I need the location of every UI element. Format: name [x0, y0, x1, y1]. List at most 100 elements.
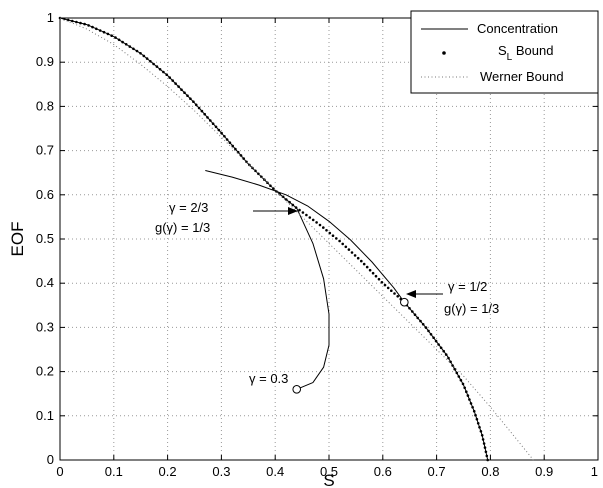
series-s-l-bound-point	[449, 360, 452, 364]
series-s-l-bound-point	[396, 295, 400, 298]
series-s-l-bound-point	[434, 339, 438, 343]
series-s-l-bound-point	[209, 119, 212, 122]
series-s-l-bound-point	[344, 245, 348, 249]
series-s-l-bound-point	[285, 198, 288, 201]
series-s-l-bound-point	[374, 274, 378, 278]
series-s-l-bound-point	[483, 446, 487, 449]
legend-sl-sub: L	[507, 52, 513, 63]
series-s-l-bound-point	[145, 57, 149, 60]
x-tick-label: 1	[591, 464, 598, 479]
series-s-l-bound-point	[350, 251, 354, 254]
series-s-l-bound-point	[325, 229, 328, 232]
series-s-l-bound-point	[451, 364, 454, 367]
legend-label-sl-bound: SL Bound	[498, 43, 553, 63]
series-werner-bound-line-3	[59, 17, 534, 461]
series-s-l-bound-point	[485, 454, 489, 458]
series-s-l-bound-point	[427, 329, 430, 333]
series-s-l-bound-point	[75, 20, 78, 24]
series-s-l-bound-point	[180, 88, 183, 91]
legend-sl-main: S	[498, 43, 507, 58]
x-tick-label: 0.6	[374, 464, 392, 479]
series-s-l-bound-point	[139, 52, 142, 55]
series-s-l-bound-point	[322, 226, 325, 229]
series-s-l-bound-point	[331, 234, 335, 237]
series-s-l-bound-point	[132, 47, 135, 51]
annotation-gamma-two-thirds: γ = 2/3	[169, 200, 208, 215]
annotations: γ = 2/3 g(γ) = 1/3 γ = 1/2 g(γ) = 1/3 γ …	[155, 200, 499, 386]
y-tick-label: 0.8	[36, 98, 54, 113]
y-tick-label: 0.3	[36, 319, 54, 334]
x-tick-label: 0.4	[266, 464, 284, 479]
x-tick-label: 0.1	[105, 464, 123, 479]
marker-circle	[292, 384, 302, 394]
legend-label-concentration: Concentration	[477, 21, 558, 36]
x-tick-label: 0.5	[320, 464, 338, 479]
series-s-l-bound-point	[437, 343, 440, 346]
series-s-l-bound-point	[158, 68, 162, 71]
series-s-l-bound-point	[484, 450, 488, 454]
series-s-l-bound-point	[308, 216, 312, 219]
series-s-l-bound-point	[455, 371, 459, 375]
series-s-l-bound-point	[102, 30, 106, 34]
annotation-g-one-third-right: g(γ) = 1/3	[444, 301, 499, 316]
series-s-l-bound-point	[149, 60, 152, 63]
series-s-l-bound-point	[480, 434, 484, 437]
series-s-l-bound-point	[383, 283, 387, 287]
series-s-l-bound-point	[459, 378, 463, 382]
series-s-l-bound-point	[225, 138, 229, 141]
series-s-l-bound-point	[165, 73, 168, 76]
marker-layer	[292, 297, 409, 394]
series-s-l-bound-point	[472, 409, 476, 413]
series-s-l-bound	[58, 16, 490, 462]
series-s-l-bound-point	[62, 17, 66, 21]
series-s-l-bound-point	[328, 231, 332, 235]
series-s-l-bound-point	[298, 208, 301, 212]
series-s-l-bound-point	[311, 218, 315, 222]
series-s-l-bound-point	[87, 24, 90, 27]
x-tick-label: 0.8	[481, 464, 499, 479]
x-tick-label: 0.9	[535, 464, 553, 479]
series-s-l-bound-point	[463, 386, 467, 390]
series-s-l-bound-point	[124, 43, 128, 46]
y-tick-label: 0.7	[36, 143, 54, 158]
series-s-l-bound-point	[386, 286, 390, 290]
series-s-l-bound-point	[390, 289, 393, 293]
series-s-l-bound-point	[291, 203, 295, 207]
y-tick-label: 0	[47, 452, 54, 467]
legend-label-werner: Werner Bound	[480, 69, 564, 84]
y-axis-label: EOF	[8, 222, 27, 257]
series-s-l-bound-point	[469, 402, 473, 405]
series-s-l-bound-point	[432, 336, 435, 340]
series-s-l-bound-point	[411, 310, 414, 313]
series-s-l-bound-point	[471, 406, 474, 409]
legend-sl-rest: Bound	[512, 43, 553, 58]
series-s-l-bound-point	[442, 349, 446, 353]
series-s-l-bound-point	[288, 200, 291, 204]
series-s-l-bound-point	[318, 223, 322, 227]
series-s-l-bound-point	[79, 21, 82, 25]
series-s-l-bound-point	[266, 181, 269, 184]
series-s-l-bound-point	[461, 382, 465, 386]
series-s-l-bound-point	[106, 32, 110, 36]
series-s-l-bound-point	[110, 34, 113, 37]
series-s-l-bound-point	[278, 192, 282, 196]
series-s-l-bound-point	[135, 49, 139, 53]
series-s-l-bound-point	[466, 394, 470, 397]
series-s-l-bound-point	[177, 85, 180, 88]
annotation-gamma-one-half: γ = 1/2	[448, 279, 487, 294]
y-tick-label: 0.1	[36, 408, 54, 423]
series-s-l-bound-point	[474, 413, 477, 417]
series-s-l-bound-point	[206, 116, 209, 119]
series-s-l-bound-point	[257, 172, 260, 176]
series-s-l-bound-point	[465, 390, 468, 394]
marker-circle	[400, 297, 409, 307]
series-s-l-bound-point	[476, 422, 480, 425]
series-s-l-bound-point	[479, 430, 483, 433]
series-s-l-bound-point	[71, 19, 74, 23]
series-s-l-bound-point	[91, 25, 94, 29]
series-s-l-bound-point	[171, 79, 174, 82]
series-s-l-bound-point	[234, 147, 237, 151]
series-s-l-bound-point	[217, 128, 221, 132]
series-s-l-bound-point	[281, 195, 285, 199]
